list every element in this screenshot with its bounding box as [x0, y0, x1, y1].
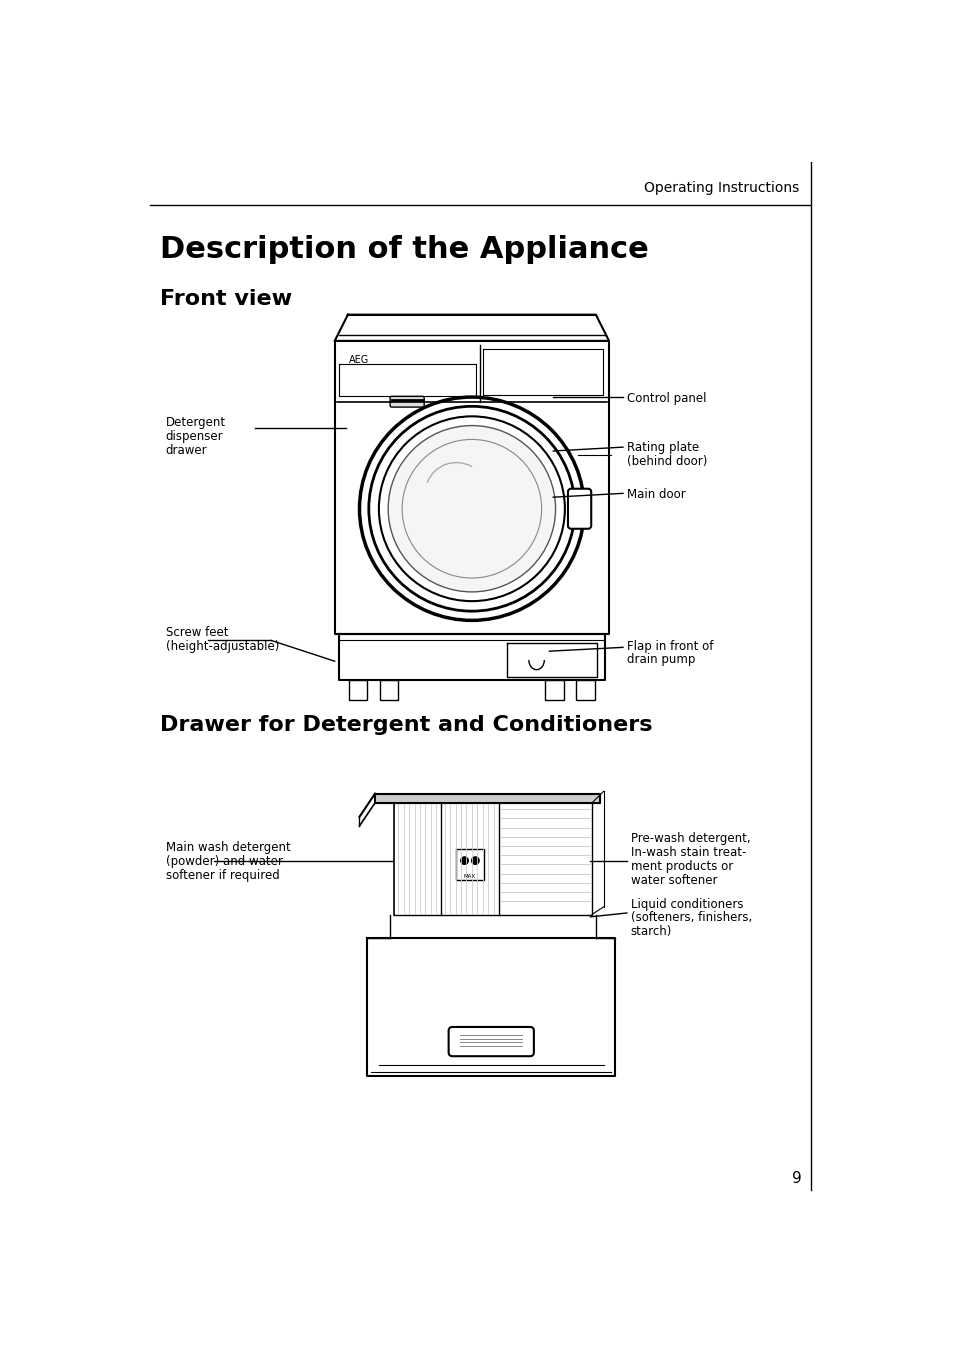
- Text: Control panel: Control panel: [626, 392, 705, 404]
- Text: Main wash detergent: Main wash detergent: [166, 841, 291, 854]
- Text: drain pump: drain pump: [626, 653, 695, 667]
- Circle shape: [359, 397, 583, 621]
- Text: drawer: drawer: [166, 443, 207, 457]
- Bar: [348, 680, 367, 700]
- Polygon shape: [367, 938, 615, 1076]
- FancyBboxPatch shape: [567, 488, 591, 529]
- Text: Pre-wash detergent,: Pre-wash detergent,: [630, 831, 750, 845]
- Text: Screw feet: Screw feet: [166, 626, 228, 638]
- Text: In-wash stain treat-: In-wash stain treat-: [630, 846, 745, 859]
- Bar: [456, 849, 483, 880]
- Text: Front view: Front view: [159, 289, 292, 310]
- Text: dispenser: dispenser: [166, 430, 223, 443]
- Bar: [545, 680, 563, 700]
- Text: Flap in front of: Flap in front of: [626, 639, 713, 653]
- Bar: [379, 680, 397, 700]
- Circle shape: [471, 857, 478, 864]
- Text: (powder) and water: (powder) and water: [166, 856, 282, 868]
- Text: Operating Instructions: Operating Instructions: [644, 181, 799, 195]
- FancyBboxPatch shape: [390, 396, 424, 407]
- Text: (height-adjustable): (height-adjustable): [166, 639, 279, 653]
- Text: ment products or: ment products or: [630, 860, 732, 873]
- Text: Detergent: Detergent: [166, 416, 226, 430]
- Text: AEG: AEG: [348, 354, 369, 365]
- Bar: [576, 680, 595, 700]
- Text: Liquid conditioners: Liquid conditioners: [630, 898, 742, 911]
- Text: 9: 9: [791, 1171, 801, 1186]
- Text: Rating plate: Rating plate: [626, 441, 699, 454]
- Polygon shape: [375, 794, 599, 803]
- FancyBboxPatch shape: [448, 1028, 534, 1056]
- Text: starch): starch): [630, 925, 672, 938]
- Text: Description of the Appliance: Description of the Appliance: [159, 235, 648, 265]
- Text: (behind door): (behind door): [626, 454, 706, 468]
- Circle shape: [460, 857, 468, 864]
- Text: Main door: Main door: [626, 488, 685, 502]
- Text: (softeners, finishers,: (softeners, finishers,: [630, 911, 751, 925]
- Text: softener if required: softener if required: [166, 869, 279, 882]
- Text: Drawer for Detergent and Conditioners: Drawer for Detergent and Conditioners: [159, 715, 651, 735]
- Text: MAX: MAX: [463, 873, 476, 879]
- Circle shape: [388, 426, 555, 592]
- Text: water softener: water softener: [630, 873, 717, 887]
